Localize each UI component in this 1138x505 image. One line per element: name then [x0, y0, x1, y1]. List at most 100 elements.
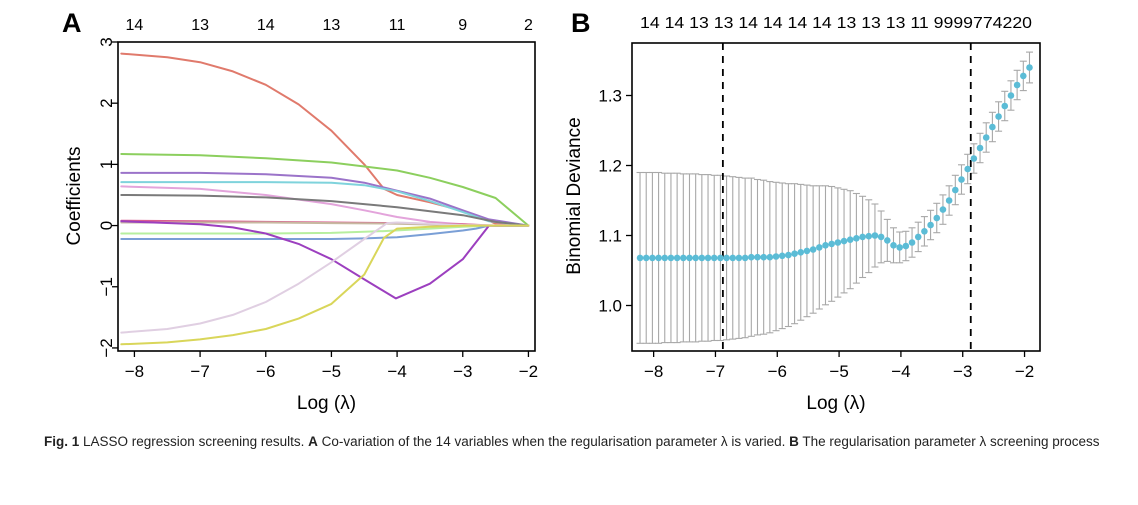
- deviance-point: [735, 254, 743, 262]
- panel-a-x-tick-label: −8: [125, 362, 144, 381]
- deviance-point: [853, 235, 860, 242]
- deviance-point: [958, 176, 965, 183]
- deviance-point: [698, 254, 706, 262]
- deviance-point: [927, 221, 934, 229]
- panel-b-x-tick-label: −3: [953, 362, 972, 381]
- deviance-point: [729, 254, 737, 262]
- deviance-point: [1001, 102, 1009, 110]
- lasso-figure: −8 −7 −6 −5 −4 −3 −2 −2 −1 0 1 2 3 Log (λ) 14 13 14 13 11 9…: [62, 8, 1041, 414]
- deviance-point: [933, 214, 941, 222]
- panel-a-chart: −8 −7 −6 −5 −4 −3 −2 −2 −1 0 1 2 3 Log (λ) 14 13 14 13 11 9…: [62, 8, 538, 414]
- deviance-point: [865, 232, 873, 240]
- panel-a-top-axis-label: 2: [524, 17, 533, 34]
- panel-a-x-tick-label: −5: [322, 362, 341, 381]
- panel-b-x-tick-label: −7: [706, 362, 725, 381]
- deviance-point: [884, 237, 891, 244]
- panel-b-y-tick-label: 1.0: [598, 297, 622, 316]
- coefficient-path-2: [120, 153, 530, 227]
- panel-b-y-axis-title: Binomial Deviance: [564, 117, 585, 274]
- deviance-point: [642, 254, 650, 262]
- deviance-point: [945, 197, 953, 204]
- panel-a-y-tick-label: 0: [97, 221, 116, 230]
- deviance-point: [1007, 92, 1015, 99]
- deviance-point: [797, 249, 805, 256]
- deviance-point: [840, 237, 848, 245]
- deviance-point: [995, 113, 1002, 120]
- deviance-point: [655, 254, 662, 262]
- deviance-point: [871, 232, 879, 239]
- coefficient-path-5: [120, 185, 530, 227]
- deviance-point: [964, 165, 971, 173]
- deviance-point: [791, 250, 798, 257]
- deviance-point: [692, 254, 699, 262]
- coefficient-path-13: [120, 224, 530, 346]
- panel-b-x-tick-label: −4: [891, 362, 910, 381]
- deviance-point: [890, 242, 897, 249]
- deviance-point: [896, 244, 903, 251]
- deviance-point: [710, 254, 718, 262]
- caption-text-2: Co-variation of the 14 variables when th…: [317, 434, 790, 449]
- deviance-point: [939, 206, 947, 213]
- deviance-point: [686, 254, 693, 262]
- figure-caption: Fig. 1 LASSO regression screening result…: [44, 432, 1104, 452]
- deviance-point: [741, 254, 749, 262]
- panel-a-x-tick-label: −4: [387, 362, 406, 381]
- deviance-point: [803, 247, 811, 255]
- deviance-point: [828, 240, 835, 248]
- panel-a-top-axis-label: 14: [126, 17, 144, 34]
- deviance-point: [1026, 64, 1033, 71]
- deviance-point: [778, 252, 786, 260]
- panel-a-y-axis-title: Coefficients: [64, 147, 85, 246]
- panel-b-x-tick-label: −2: [1015, 362, 1034, 381]
- deviance-point: [704, 254, 712, 262]
- deviance-point: [661, 254, 669, 262]
- deviance-point: [1020, 72, 1027, 80]
- deviance-point: [877, 233, 885, 241]
- caption-text-3: The regularisation parameter λ screening…: [798, 434, 1100, 449]
- panel-a-top-axis-label: 11: [389, 17, 406, 34]
- deviance-point: [989, 123, 996, 131]
- deviance-point: [952, 186, 959, 194]
- deviance-point: [921, 228, 928, 235]
- deviance-point: [667, 254, 675, 262]
- deviance-point: [982, 134, 990, 141]
- panel-b-chart: −8 −7 −6 −5 −4 −3 −2 1.0 1.1 1.2 1.3 Log (λ) 14 14 1…: [564, 8, 1041, 414]
- caption-text-1: LASSO regression screening results.: [79, 434, 309, 449]
- panel-a-top-axis-label: 13: [323, 17, 341, 34]
- deviance-point: [673, 254, 681, 262]
- panel-a-top-axis-label: 13: [191, 17, 209, 34]
- deviance-point: [723, 254, 730, 262]
- panel-b-x-tick-label: −6: [768, 362, 787, 381]
- deviance-point: [772, 253, 780, 260]
- panel-b-y-tick-label: 1.1: [598, 227, 622, 246]
- deviance-point: [908, 239, 916, 246]
- caption-panel-a-ref: A: [308, 434, 318, 449]
- panel-a-x-tick-label: −2: [519, 362, 538, 381]
- deviance-point: [809, 246, 817, 253]
- deviance-point: [785, 251, 792, 259]
- deviance-point: [846, 236, 854, 243]
- panel-b-y-tick-label: 1.3: [598, 87, 622, 106]
- deviance-point: [754, 253, 761, 261]
- panel-a-label: A: [62, 8, 82, 38]
- deviance-point: [1013, 81, 1021, 89]
- deviance-point: [834, 239, 842, 246]
- deviance-point: [748, 253, 755, 261]
- deviance-point: [649, 254, 656, 262]
- deviance-point: [717, 254, 724, 262]
- panel-a-x-tick-label: −3: [453, 362, 472, 381]
- panel-a-y-tick-label: 1: [97, 160, 116, 169]
- coefficient-path-6: [120, 194, 530, 227]
- deviance-point: [902, 242, 910, 250]
- deviance-point: [680, 254, 687, 262]
- deviance-point: [816, 244, 823, 251]
- panel-a-x-tick-label: −7: [190, 362, 209, 381]
- panel-a-x-tick-label: −6: [256, 362, 275, 381]
- panel-a-y-tick-label: −1: [97, 277, 116, 296]
- panel-b-top-axis-labels: 14 14 13 13 14 14 14 14 13 13 13 11 9999…: [640, 15, 1032, 32]
- caption-label: Fig. 1: [44, 434, 80, 449]
- panel-a-plot-frame: [117, 41, 536, 352]
- panel-b-y-tick-label: 1.2: [598, 157, 622, 176]
- deviance-point: [976, 144, 984, 152]
- coefficient-path-10: [120, 224, 530, 240]
